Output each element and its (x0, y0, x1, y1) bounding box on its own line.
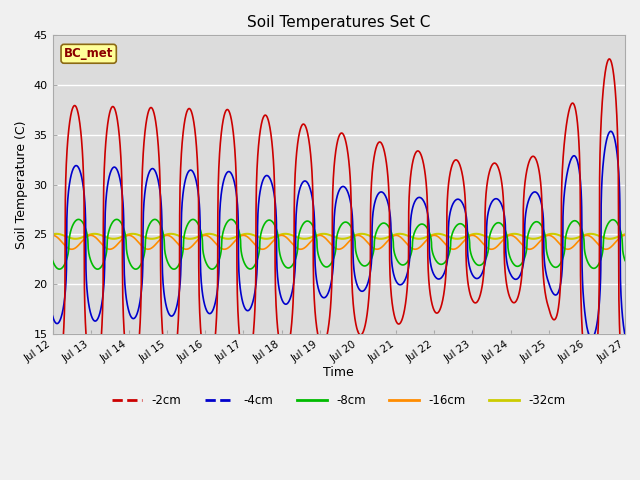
X-axis label: Time: Time (323, 366, 354, 379)
Legend: -2cm, -4cm, -8cm, -16cm, -32cm: -2cm, -4cm, -8cm, -16cm, -32cm (108, 389, 570, 411)
Title: Soil Temperatures Set C: Soil Temperatures Set C (247, 15, 431, 30)
Text: BC_met: BC_met (64, 47, 113, 60)
Y-axis label: Soil Temperature (C): Soil Temperature (C) (15, 120, 28, 249)
